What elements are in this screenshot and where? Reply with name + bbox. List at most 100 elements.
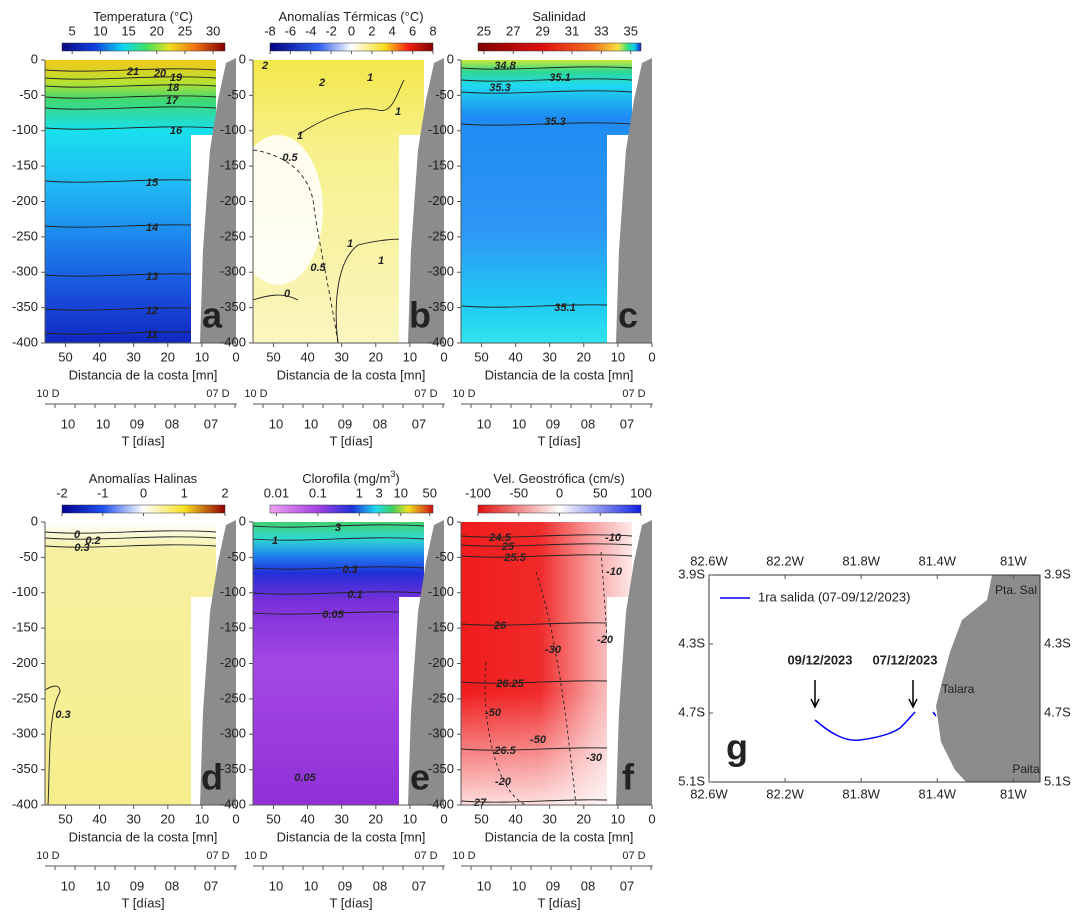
x-axis-label: Distancia de la costa [mn] [69, 829, 218, 844]
x-tick-label: 0 [648, 811, 655, 826]
panel-title: Anomalías Térmicas (°C) [278, 9, 423, 24]
x-tick-label: 81W [1000, 786, 1027, 801]
contour-line [45, 106, 216, 110]
time-tick-label: 10 [269, 416, 283, 431]
x-axis-label: Distancia de la costa [mn] [485, 367, 634, 382]
contour-line [461, 78, 632, 82]
field-fill [45, 60, 216, 343]
colorbar-tick-label: 25 [477, 23, 491, 38]
contour-label: 26.25 [495, 678, 524, 690]
contour-label: 2 [261, 60, 268, 72]
time-tick-label: 09 [130, 878, 144, 893]
contour-label: 1 [395, 106, 401, 118]
x-tick-label: 50 [58, 811, 72, 826]
contour-label: 24.5 [488, 532, 511, 544]
y-tick-label: -250 [220, 690, 246, 705]
time-tick-label: 07 [412, 416, 426, 431]
y-tick-label: -400 [12, 334, 38, 349]
x-tick-label: 10 [611, 349, 625, 364]
x-tick-label: 40 [508, 811, 522, 826]
panel: Clorofila (mg/m3)0.01 0.1 1 3 10 50310.30.10.… [220, 469, 448, 910]
y-tick-label: -100 [428, 122, 454, 137]
contour-line [45, 95, 216, 99]
time-end: 07 D [206, 850, 229, 862]
time-tick-label: 08 [581, 878, 595, 893]
time-end: 07 D [622, 388, 645, 400]
time-end: 07 D [622, 850, 645, 862]
contour-label: 35.3 [489, 82, 510, 94]
x-tick-label: 82.6W [690, 786, 728, 801]
time-tick-label: 10 [61, 416, 75, 431]
time-tick-label: 10 [512, 878, 526, 893]
y-tick-label: -400 [428, 796, 454, 811]
time-start: 10 D [244, 388, 267, 400]
time-tick-label: 07 [412, 878, 426, 893]
colorbar [477, 42, 642, 52]
time-axis-label: T [días] [329, 895, 372, 910]
colorbar-tick-label: 35 [623, 23, 637, 38]
field [253, 60, 424, 343]
time-start: 10 D [452, 850, 475, 862]
x-tick-label: 50 [58, 349, 72, 364]
y-tick-label: -100 [220, 122, 246, 137]
place-label: Paita [1012, 762, 1040, 776]
title-sup: 3 [390, 469, 395, 479]
y-tick-label: -150 [12, 158, 38, 173]
contour-label: -50 [485, 707, 502, 719]
colorbar-tick-label: 2 [221, 485, 228, 500]
date-annotation: 09/12/2023 [787, 652, 852, 667]
x-tick-label: 50 [266, 811, 280, 826]
y-tick-label: -250 [12, 228, 38, 243]
time-tick-label: 10 [269, 878, 283, 893]
contour-line [253, 537, 424, 541]
colorbar-tick-label: 27 [506, 23, 520, 38]
field-fill [45, 522, 216, 805]
contour-label: 18 [167, 82, 180, 94]
x-tick-label: 30 [126, 349, 140, 364]
contour-line [461, 554, 632, 558]
x-tick-label: 82.2W [766, 786, 804, 801]
panel-title: Vel. Geostrófica (cm/s) [493, 471, 624, 486]
contour-label: 0.5 [310, 262, 326, 274]
contour-line [45, 76, 216, 80]
contour-label: 35.3 [544, 116, 565, 128]
y-tick-label: -250 [428, 690, 454, 705]
x-tick-label: 10 [195, 811, 209, 826]
x-axis-label: Distancia de la costa [mn] [69, 367, 218, 382]
colorbar-tick-label: 31 [565, 23, 579, 38]
title-text: Vel. Geostrófica (cm/s) [493, 471, 624, 486]
panel-title: Salinidad [532, 9, 586, 24]
time-tick-label: 08 [581, 416, 595, 431]
colorbar-tick-label: 50 [422, 485, 436, 500]
colorbar-tick-label: 15 [121, 23, 135, 38]
panel-letter: d [201, 757, 223, 798]
y-tick-label: 3.9S [678, 566, 705, 581]
panel: Salinidad 25 27 29 31 33 35 34.8 35.1 35.3 35.3 35.… [428, 9, 656, 448]
title-text: Anomalías Térmicas (°C) [278, 9, 423, 24]
x-tick-label: 20 [161, 811, 175, 826]
time-axis-label: T [días] [329, 433, 372, 448]
field-fill [461, 60, 632, 343]
time-tick-label: 10 [477, 416, 491, 431]
contour-label: 34.8 [494, 60, 516, 72]
contour-line [335, 238, 409, 343]
contour-label: 35.1 [549, 72, 570, 84]
x-axis-label: Distancia de la costa [mn] [277, 829, 426, 844]
y-tick-label: 0 [447, 51, 454, 66]
time-tick-label: 09 [546, 416, 560, 431]
colorbar [269, 504, 434, 514]
contour-label: 21 [126, 66, 139, 78]
panel-letter: f [622, 757, 635, 798]
date-annotation: 07/12/2023 [872, 652, 937, 667]
contour-line [297, 79, 405, 136]
y-tick-label: -350 [12, 299, 38, 314]
y-tick-label: -50 [19, 549, 38, 564]
x-tick-label: 0 [440, 811, 447, 826]
contour-line [45, 685, 61, 805]
contour-line [45, 530, 216, 534]
y-tick-label: 4.3S [678, 635, 705, 650]
contour-label: -30 [586, 752, 603, 764]
y-tick-label: 5.1S [1044, 773, 1071, 788]
contour-label: 0.5 [282, 152, 298, 164]
